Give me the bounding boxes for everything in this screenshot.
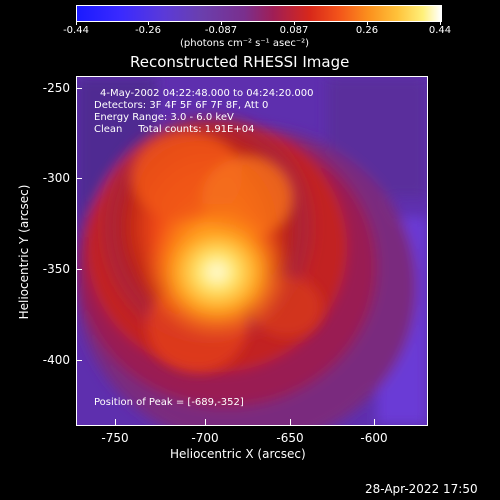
- colorbar-tick: [294, 21, 295, 25]
- colorbar-tick: [440, 21, 441, 25]
- colorbar-unit-label: (photons cm⁻² s⁻¹ asec⁻²): [180, 38, 310, 49]
- y-tick: [76, 88, 82, 89]
- x-axis-label: Heliocentric X (arcsec): [170, 447, 306, 461]
- clean-counts-text: Clean Total counts: 1.91E+04: [94, 124, 255, 135]
- colorbar-tick-label: -0.44: [63, 25, 89, 36]
- colorbar-tick-label: 0.44: [428, 25, 452, 36]
- x-tick: [205, 419, 206, 425]
- energy-range-text: Energy Range: 3.0 - 6.0 keV: [94, 112, 234, 123]
- x-tick-label: -750: [101, 431, 129, 445]
- solar-image: [76, 76, 428, 426]
- colorbar-tick: [76, 21, 77, 25]
- colorbar-tick: [221, 21, 222, 25]
- x-tick-label: -600: [360, 431, 388, 445]
- y-tick: [76, 269, 82, 270]
- x-tick: [374, 419, 375, 425]
- colorbar-tick-label: 0.26: [355, 25, 379, 36]
- colorbar-tick-label: -0.26: [135, 25, 161, 36]
- plot-title: Reconstructed RHESSI Image: [130, 53, 350, 71]
- time-range-text: 4-May-2002 04:22:48.000 to 04:24:20.000: [100, 88, 314, 99]
- colorbar-tick-label: -0.087: [204, 25, 238, 36]
- timestamp: 28-Apr-2022 17:50: [365, 482, 478, 496]
- colorbar-tick: [367, 21, 368, 25]
- x-tick-label: -700: [191, 431, 219, 445]
- detectors-text: Detectors: 3F 4F 5F 6F 7F 8F, Att 0: [94, 100, 269, 111]
- colorbar: [76, 5, 442, 22]
- y-axis-label: Heliocentric Y (arcsec): [17, 184, 31, 320]
- colorbar-tick-label: 0.087: [279, 25, 309, 36]
- x-tick: [290, 419, 291, 425]
- y-tick-label: -300: [42, 171, 70, 185]
- peak-position-text: Position of Peak = [-689,-352]: [94, 397, 244, 408]
- colorbar-tick: [148, 21, 149, 25]
- y-tick-label: -350: [42, 262, 70, 276]
- x-tick-label: -650: [276, 431, 304, 445]
- y-tick: [76, 360, 82, 361]
- y-tick-label: -400: [42, 353, 70, 367]
- y-tick: [76, 178, 82, 179]
- x-tick: [115, 419, 116, 425]
- y-tick-label: -250: [42, 81, 70, 95]
- solar-image-heatmap: [77, 77, 427, 425]
